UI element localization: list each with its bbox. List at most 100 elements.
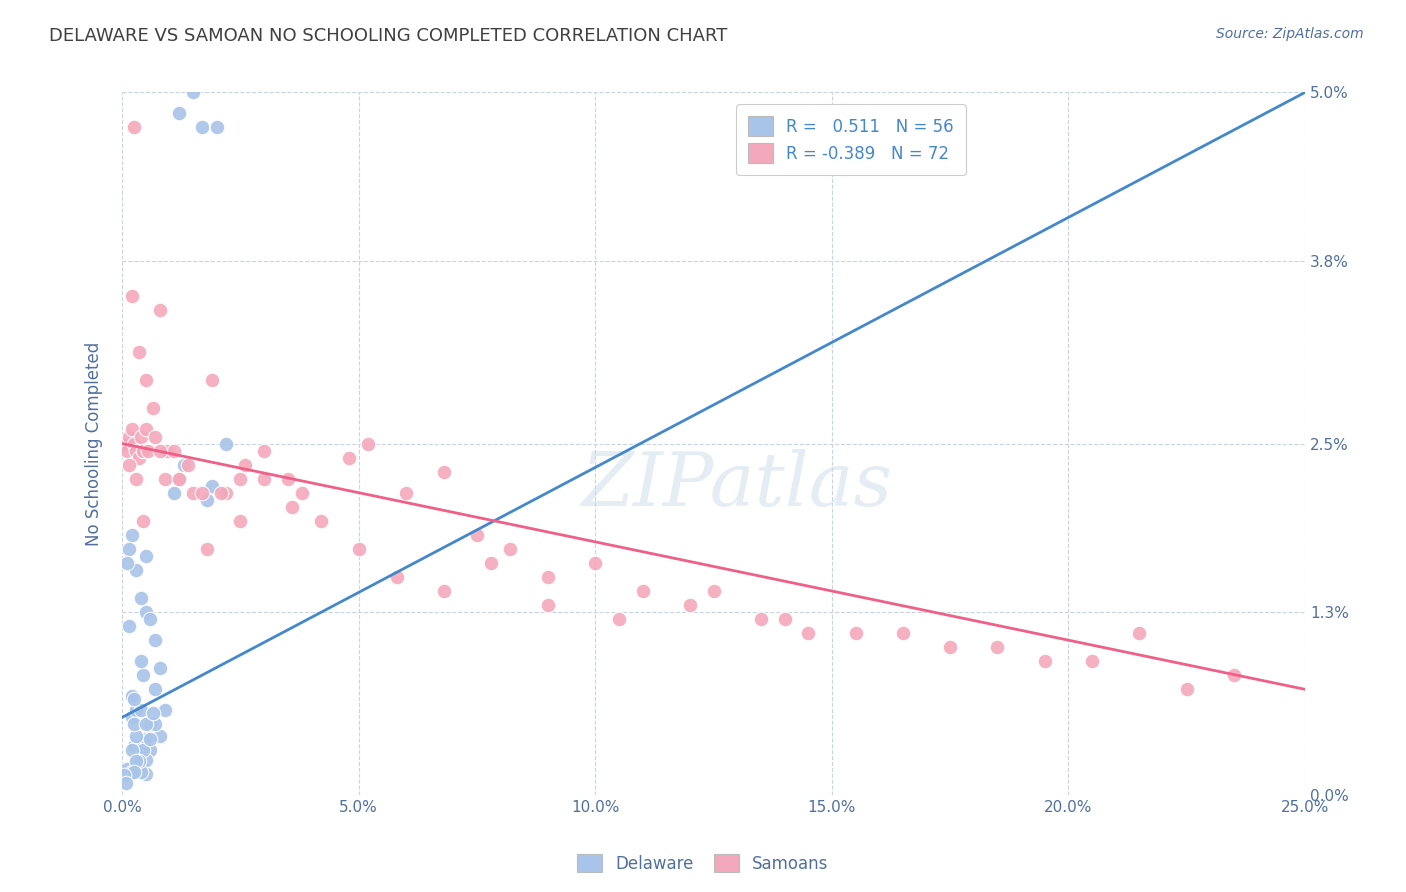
Point bbox=[115, 763, 138, 777]
Point bbox=[122, 120, 145, 135]
Y-axis label: No Schooling Completed: No Schooling Completed bbox=[86, 342, 103, 546]
Point bbox=[129, 654, 152, 668]
Point bbox=[1128, 626, 1150, 640]
Point bbox=[122, 717, 145, 731]
Point bbox=[135, 549, 157, 563]
Point bbox=[433, 465, 456, 479]
Point bbox=[191, 485, 214, 500]
Point bbox=[121, 765, 143, 780]
Point bbox=[281, 500, 304, 514]
Legend: Delaware, Samoans: Delaware, Samoans bbox=[571, 847, 835, 880]
Point bbox=[122, 436, 145, 450]
Point bbox=[1223, 668, 1246, 682]
Point bbox=[125, 754, 148, 768]
Point bbox=[347, 541, 370, 556]
Point bbox=[129, 739, 152, 753]
Point bbox=[129, 591, 152, 605]
Point bbox=[631, 584, 654, 599]
Point bbox=[121, 710, 143, 724]
Point bbox=[143, 682, 166, 697]
Point bbox=[291, 485, 314, 500]
Point bbox=[173, 458, 195, 472]
Point bbox=[167, 472, 190, 486]
Point bbox=[153, 472, 176, 486]
Point bbox=[121, 690, 143, 704]
Point bbox=[215, 436, 238, 450]
Point bbox=[986, 640, 1008, 655]
Text: DELAWARE VS SAMOAN NO SCHOOLING COMPLETED CORRELATION CHART: DELAWARE VS SAMOAN NO SCHOOLING COMPLETE… bbox=[49, 27, 727, 45]
Point bbox=[139, 743, 162, 757]
Point bbox=[583, 556, 606, 570]
Point bbox=[357, 436, 380, 450]
Text: ZIPatlas: ZIPatlas bbox=[582, 450, 893, 522]
Point bbox=[703, 584, 725, 599]
Point bbox=[125, 703, 148, 717]
Point bbox=[201, 478, 224, 492]
Point bbox=[337, 450, 360, 465]
Point bbox=[201, 373, 224, 387]
Point bbox=[121, 289, 143, 303]
Point bbox=[233, 458, 256, 472]
Point bbox=[253, 472, 276, 486]
Point bbox=[1033, 654, 1056, 668]
Point bbox=[125, 443, 148, 458]
Point bbox=[129, 703, 152, 717]
Point bbox=[142, 401, 165, 416]
Point bbox=[163, 443, 186, 458]
Point bbox=[122, 692, 145, 706]
Point bbox=[205, 120, 228, 135]
Point bbox=[135, 605, 157, 619]
Point bbox=[135, 766, 157, 780]
Point bbox=[135, 373, 157, 387]
Point bbox=[121, 422, 143, 436]
Point bbox=[309, 514, 332, 528]
Point bbox=[128, 754, 150, 768]
Text: Source: ZipAtlas.com: Source: ZipAtlas.com bbox=[1216, 27, 1364, 41]
Point bbox=[195, 541, 218, 556]
Point bbox=[277, 472, 299, 486]
Point bbox=[129, 765, 152, 780]
Point bbox=[153, 703, 176, 717]
Point bbox=[121, 743, 143, 757]
Point bbox=[209, 485, 232, 500]
Point bbox=[135, 731, 157, 746]
Point bbox=[167, 472, 190, 486]
Point bbox=[433, 584, 456, 599]
Point bbox=[115, 556, 138, 570]
Point bbox=[149, 661, 172, 675]
Point bbox=[537, 570, 560, 584]
Point bbox=[143, 633, 166, 648]
Point bbox=[149, 443, 172, 458]
Point bbox=[229, 514, 252, 528]
Point bbox=[128, 345, 150, 359]
Point bbox=[125, 472, 148, 486]
Point bbox=[1175, 682, 1198, 697]
Point bbox=[139, 612, 162, 626]
Point bbox=[679, 598, 702, 612]
Point bbox=[181, 485, 204, 500]
Point bbox=[1081, 654, 1104, 668]
Point bbox=[128, 759, 150, 773]
Point bbox=[135, 717, 157, 731]
Point bbox=[385, 570, 408, 584]
Point bbox=[167, 106, 190, 120]
Point bbox=[135, 753, 157, 767]
Point bbox=[181, 86, 204, 100]
Point bbox=[537, 598, 560, 612]
Point bbox=[115, 443, 138, 458]
Point bbox=[135, 422, 157, 436]
Point bbox=[125, 753, 148, 767]
Point bbox=[125, 563, 148, 577]
Point bbox=[939, 640, 962, 655]
Point bbox=[773, 612, 796, 626]
Point bbox=[195, 492, 218, 507]
Point bbox=[891, 626, 914, 640]
Point bbox=[215, 485, 238, 500]
Point bbox=[499, 541, 522, 556]
Point bbox=[797, 626, 820, 640]
Point bbox=[112, 436, 135, 450]
Point bbox=[128, 450, 150, 465]
Point bbox=[139, 717, 162, 731]
Point bbox=[125, 729, 148, 743]
Point bbox=[177, 458, 200, 472]
